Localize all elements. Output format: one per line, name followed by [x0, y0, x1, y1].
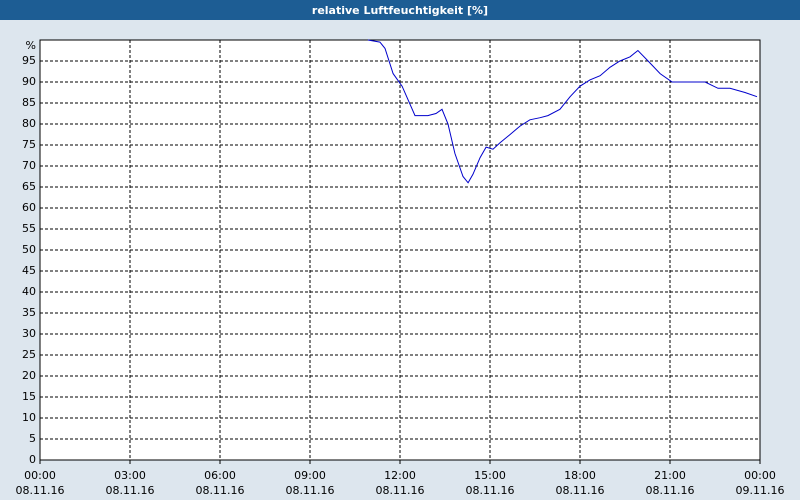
y-tick-label: 85 [22, 96, 36, 109]
y-tick-label: 5 [29, 432, 36, 445]
x-tick-date: 08.11.16 [556, 484, 605, 497]
chart-title: relative Luftfeuchtigkeit [%] [312, 4, 488, 17]
x-tick-date: 08.11.16 [106, 484, 155, 497]
x-tick-date: 08.11.16 [376, 484, 425, 497]
x-tick-label: 06:00 [204, 469, 236, 482]
y-tick-label: 65 [22, 180, 36, 193]
y-tick-label: 70 [22, 159, 36, 172]
y-tick-label: 30 [22, 327, 36, 340]
y-tick-label: 0 [29, 453, 36, 466]
y-tick-label: 90 [22, 75, 36, 88]
x-tick-label: 09:00 [294, 469, 326, 482]
x-tick-label: 21:00 [654, 469, 686, 482]
y-tick-label: 60 [22, 201, 36, 214]
x-tick-date: 08.11.16 [16, 484, 65, 497]
y-tick-label: 20 [22, 369, 36, 382]
y-tick-label: 75 [22, 138, 36, 151]
y-tick-label: 35 [22, 306, 36, 319]
x-tick-date: 08.11.16 [286, 484, 335, 497]
y-tick-label: 50 [22, 243, 36, 256]
x-tick-label: 00:00 [24, 469, 56, 482]
title-bar [0, 0, 800, 20]
x-tick-label: 18:00 [564, 469, 596, 482]
y-tick-label: % [26, 39, 36, 52]
y-tick-label: 55 [22, 222, 36, 235]
x-tick-label: 03:00 [114, 469, 146, 482]
y-tick-label: 10 [22, 411, 36, 424]
y-tick-label: 15 [22, 390, 36, 403]
y-tick-label: 80 [22, 117, 36, 130]
y-tick-label: 95 [22, 54, 36, 67]
y-tick-label: 25 [22, 348, 36, 361]
y-tick-label: 40 [22, 285, 36, 298]
x-tick-label: 00:00 [744, 469, 776, 482]
x-tick-label: 15:00 [474, 469, 506, 482]
y-tick-label: 45 [22, 264, 36, 277]
data-line [367, 39, 758, 184]
x-tick-date: 08.11.16 [646, 484, 695, 497]
x-tick-date: 09.11.16 [736, 484, 785, 497]
x-tick-date: 08.11.16 [466, 484, 515, 497]
x-tick-date: 08.11.16 [196, 484, 245, 497]
x-tick-label: 12:00 [384, 469, 416, 482]
